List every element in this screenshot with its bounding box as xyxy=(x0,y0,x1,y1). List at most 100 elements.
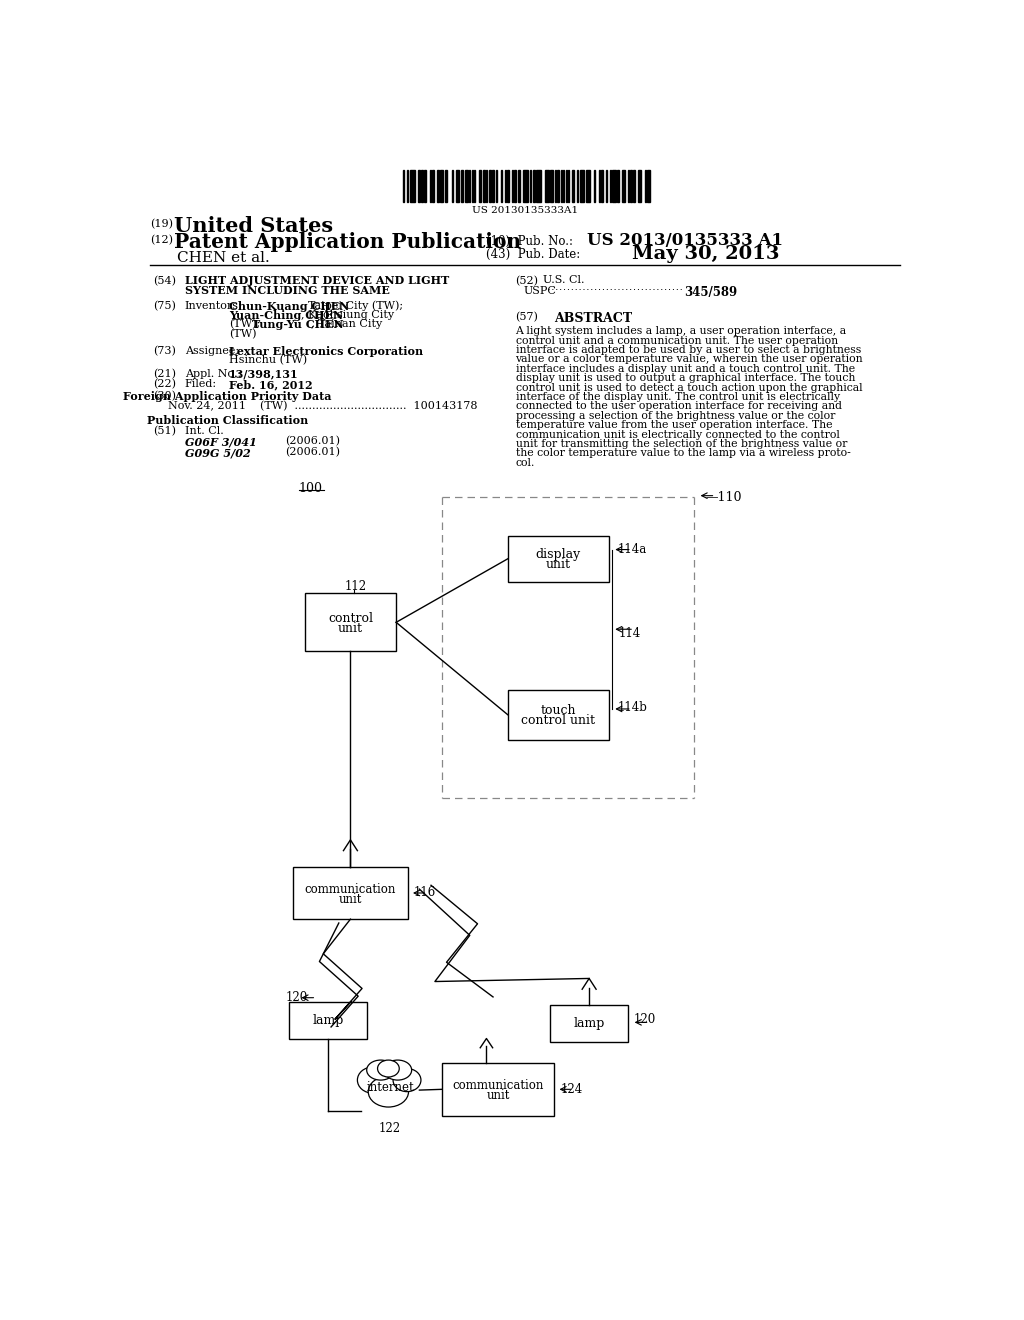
Bar xyxy=(550,170,553,202)
Text: , Kaohsiung City: , Kaohsiung City xyxy=(301,310,394,319)
Bar xyxy=(612,170,615,202)
Text: communication unit is electrically connected to the control: communication unit is electrically conne… xyxy=(515,429,840,440)
Bar xyxy=(439,170,443,202)
Text: 114b: 114b xyxy=(617,701,647,714)
Text: col.: col. xyxy=(515,458,535,467)
Text: communication: communication xyxy=(305,883,396,896)
Bar xyxy=(474,170,475,202)
Text: lamp: lamp xyxy=(312,1014,344,1027)
Text: Filed:: Filed: xyxy=(184,379,217,389)
Text: (10)  Pub. No.:: (10) Pub. No.: xyxy=(486,235,573,248)
Bar xyxy=(493,170,494,202)
Text: (54): (54) xyxy=(154,276,176,285)
Text: SYSTEM INCLUDING THE SAME: SYSTEM INCLUDING THE SAME xyxy=(184,285,389,296)
Ellipse shape xyxy=(367,1060,394,1080)
Text: (75): (75) xyxy=(154,301,176,312)
Ellipse shape xyxy=(393,1069,421,1092)
Text: control unit and a communication unit. The user operation: control unit and a communication unit. T… xyxy=(515,335,838,346)
Text: 100: 100 xyxy=(299,482,323,495)
Text: US 20130135333A1: US 20130135333A1 xyxy=(472,206,578,215)
Bar xyxy=(407,170,408,202)
Text: United States: United States xyxy=(174,216,334,236)
Bar xyxy=(530,170,531,202)
Bar xyxy=(523,170,527,202)
Text: 112: 112 xyxy=(344,579,367,593)
Bar xyxy=(616,170,620,202)
Text: (52): (52) xyxy=(515,276,539,285)
Bar xyxy=(647,170,650,202)
Bar xyxy=(422,170,423,202)
Text: (12): (12) xyxy=(150,235,173,246)
Bar xyxy=(568,170,569,202)
Text: interface includes a display unit and a touch control unit. The: interface includes a display unit and a … xyxy=(515,364,855,374)
Text: Feb. 16, 2012: Feb. 16, 2012 xyxy=(228,379,312,391)
Text: USPC: USPC xyxy=(523,286,556,296)
Text: interface of the display unit. The control unit is electrically: interface of the display unit. The contr… xyxy=(515,392,840,403)
Text: ABSTRACT: ABSTRACT xyxy=(554,313,632,326)
Bar xyxy=(545,170,549,202)
Bar xyxy=(557,170,559,202)
Text: (73): (73) xyxy=(154,346,176,356)
Bar xyxy=(488,170,492,202)
Bar xyxy=(571,170,574,202)
Bar xyxy=(471,170,473,202)
Text: Hsinchu (TW): Hsinchu (TW) xyxy=(228,355,307,366)
Bar xyxy=(631,170,632,202)
Bar xyxy=(514,170,515,202)
Text: control: control xyxy=(328,612,373,624)
Text: CHEN et al.: CHEN et al. xyxy=(177,251,269,265)
Bar xyxy=(581,170,584,202)
Text: 345/589: 345/589 xyxy=(684,286,737,300)
Bar xyxy=(561,170,562,202)
Text: processing a selection of the brightness value or the color: processing a selection of the brightness… xyxy=(515,411,835,421)
Bar xyxy=(550,1006,628,1043)
Text: (TW);: (TW); xyxy=(228,319,260,330)
Bar xyxy=(293,867,408,919)
Bar xyxy=(479,170,481,202)
Text: the color temperature value to the lamp via a wireless proto-: the color temperature value to the lamp … xyxy=(515,449,850,458)
Ellipse shape xyxy=(357,1067,388,1093)
Text: (51): (51) xyxy=(154,425,176,436)
Text: G06F 3/041: G06F 3/041 xyxy=(184,437,256,447)
Bar xyxy=(594,170,595,202)
Bar xyxy=(424,170,426,202)
Text: value or a color temperature value, wherein the user operation: value or a color temperature value, wher… xyxy=(515,355,863,364)
Bar xyxy=(512,170,513,202)
Text: 120: 120 xyxy=(634,1014,656,1026)
Bar xyxy=(645,170,646,202)
Bar xyxy=(442,1063,554,1115)
Bar xyxy=(432,170,434,202)
Text: Yuan-Ching CHEN: Yuan-Ching CHEN xyxy=(228,310,343,321)
Bar xyxy=(555,170,556,202)
Bar xyxy=(411,170,416,202)
Bar xyxy=(609,170,610,202)
Text: Nov. 24, 2011    (TW)  ................................  100143178: Nov. 24, 2011 (TW) .....................… xyxy=(168,401,477,412)
Text: temperature value from the user operation interface. The: temperature value from the user operatio… xyxy=(515,420,831,430)
Text: unit: unit xyxy=(338,622,362,635)
Bar xyxy=(496,170,498,202)
Bar xyxy=(403,170,404,202)
Text: A light system includes a lamp, a user operation interface, a: A light system includes a lamp, a user o… xyxy=(515,326,847,337)
Bar xyxy=(577,170,578,202)
Text: unit: unit xyxy=(339,892,362,906)
Bar xyxy=(501,170,502,202)
Text: Assignee:: Assignee: xyxy=(184,346,239,355)
Bar xyxy=(482,170,485,202)
Text: U.S. Cl.: U.S. Cl. xyxy=(543,276,584,285)
Text: Tung-Yu CHEN: Tung-Yu CHEN xyxy=(252,319,344,330)
Text: , Taipei City (TW);: , Taipei City (TW); xyxy=(301,301,403,312)
Bar xyxy=(486,170,487,202)
Text: unit: unit xyxy=(546,558,570,572)
Bar xyxy=(638,170,641,202)
Bar xyxy=(508,689,608,739)
Text: (2006.01): (2006.01) xyxy=(286,447,340,458)
Text: connected to the user operation interface for receiving and: connected to the user operation interfac… xyxy=(515,401,842,412)
Text: (22): (22) xyxy=(154,379,176,389)
Bar xyxy=(469,170,470,202)
Text: Patent Application Publication: Patent Application Publication xyxy=(174,232,521,252)
Text: (TW): (TW) xyxy=(228,329,256,339)
Text: lamp: lamp xyxy=(573,1018,605,1031)
Text: display unit is used to output a graphical interface. The touch: display unit is used to output a graphic… xyxy=(515,374,855,383)
Ellipse shape xyxy=(384,1060,412,1080)
Ellipse shape xyxy=(378,1060,399,1077)
